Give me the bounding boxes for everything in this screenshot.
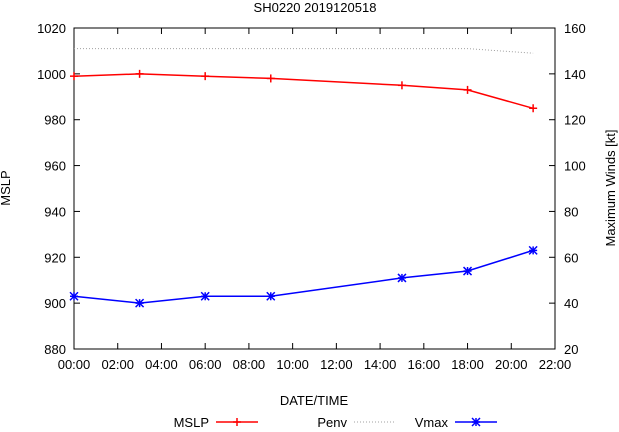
y-right-tick-label: 160 [564, 21, 586, 36]
x-tick-label: 18:00 [451, 357, 484, 372]
y-axis-right: 20 40 60 80 100 120 140 160 [549, 21, 586, 357]
y-left-tick-label: 960 [44, 159, 66, 174]
x-tick-label: 16:00 [408, 357, 441, 372]
y-right-tick-label: 140 [564, 67, 586, 82]
marker-stroke [200, 291, 210, 301]
data-point-mslp [529, 104, 538, 113]
x-axis-label: DATE/TIME [280, 393, 349, 408]
marker-stroke [69, 291, 79, 301]
marker-stroke [266, 291, 276, 301]
legend-label: Penv [317, 415, 347, 430]
y-left-tick-label: 900 [44, 296, 66, 311]
y-axis-left: 880 900 920 940 960 980 1000 1020 [37, 21, 80, 357]
y-left-tick-label: 1020 [37, 21, 66, 36]
data-point-vmax [266, 291, 276, 301]
marker-stroke [463, 266, 473, 276]
x-tick-label: 10:00 [276, 357, 309, 372]
x-tick-label: 20:00 [495, 357, 528, 372]
legend: MSLP Penv Vmax [174, 415, 497, 430]
data-point-mslp [266, 74, 275, 83]
x-tick-label: 06:00 [189, 357, 222, 372]
y-right-tick-label: 100 [564, 159, 586, 174]
series-layer [69, 48, 538, 308]
marker-stroke [397, 273, 407, 283]
series-line-vmax [73, 249, 534, 304]
series-line-mslp [73, 73, 534, 110]
x-axis: 00:00 02:00 04:00 06:00 08:00 10:00 12:00 14:00… [58, 28, 572, 372]
chart-title: SH0220 2019120518 [254, 0, 377, 15]
x-tick-label: 00:00 [58, 357, 91, 372]
y-right-tick-label: 40 [564, 296, 578, 311]
data-point-vmax [463, 266, 473, 276]
data-point-vmax [69, 291, 79, 301]
data-point-mslp [397, 81, 406, 90]
legend-marker-mslp [233, 418, 241, 426]
x-tick-label: 04:00 [145, 357, 178, 372]
series-line-penv [74, 48, 534, 54]
data-point-vmax [397, 273, 407, 283]
y-left-tick-label: 940 [44, 204, 66, 219]
data-point-mslp [463, 85, 472, 94]
marker-stroke [135, 298, 145, 308]
y-left-tick-label: 1000 [37, 67, 66, 82]
data-point-mslp [201, 72, 210, 81]
legend-label: Vmax [415, 415, 449, 430]
y-right-tick-label: 80 [564, 204, 578, 219]
data-point-vmax [135, 298, 145, 308]
y-right-tick-label: 20 [564, 342, 578, 357]
legend-label: MSLP [174, 415, 209, 430]
data-point-vmax [200, 291, 210, 301]
y-left-tick-label: 980 [44, 113, 66, 128]
x-tick-label: 22:00 [539, 357, 572, 372]
y-left-tick-label: 920 [44, 250, 66, 265]
marker-stroke [471, 417, 481, 427]
x-tick-label: 12:00 [320, 357, 353, 372]
data-point-vmax [528, 245, 538, 255]
x-tick-label: 02:00 [101, 357, 134, 372]
data-point-mslp [135, 69, 144, 78]
y-right-tick-label: 120 [564, 113, 586, 128]
x-tick-label: 14:00 [364, 357, 397, 372]
y-left-tick-label: 880 [44, 342, 66, 357]
y-right-tick-label: 60 [564, 250, 578, 265]
y-axis-right-label: Maximum Winds [kt] [603, 129, 618, 246]
data-point-mslp [70, 72, 78, 81]
y-axis-left-label: MSLP [0, 170, 13, 205]
marker-stroke [528, 245, 538, 255]
x-tick-label: 08:00 [233, 357, 266, 372]
legend-marker-vmax [471, 417, 481, 427]
plot-frame [73, 27, 556, 350]
